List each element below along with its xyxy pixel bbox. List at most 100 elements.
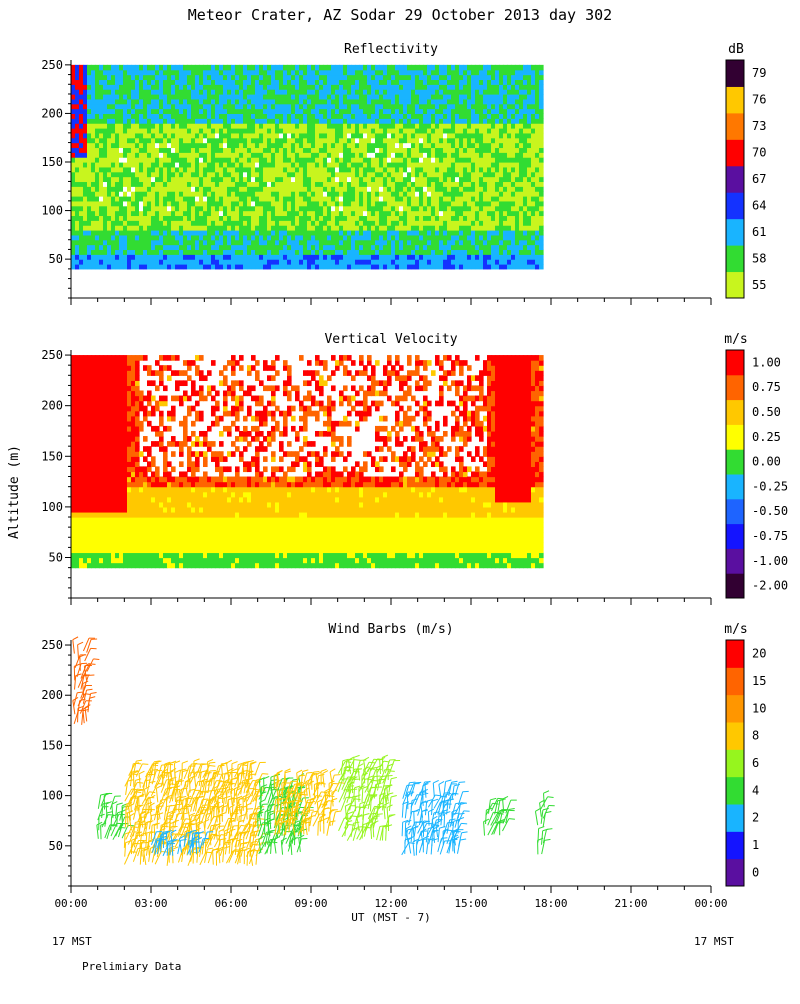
reflectivity-cell (407, 181, 412, 186)
y-tick-label: 50 (49, 252, 63, 266)
reflectivity-cell (507, 264, 512, 269)
reflectivity-cell (531, 104, 536, 109)
reflectivity-cell (263, 245, 268, 250)
reflectivity-cell (259, 249, 264, 254)
reflectivity-cell (247, 109, 252, 114)
reflectivity-cell (303, 147, 308, 152)
reflectivity-cell (131, 113, 136, 118)
reflectivity-cell (447, 235, 452, 240)
reflectivity-cell (163, 123, 168, 128)
reflectivity-cell (91, 123, 96, 128)
reflectivity-cell (127, 152, 132, 157)
reflectivity-cell (307, 79, 312, 84)
reflectivity-cell (83, 152, 88, 157)
reflectivity-cell (103, 118, 108, 123)
reflectivity-cell (83, 211, 88, 216)
reflectivity-cell (139, 99, 144, 104)
reflectivity-cell (207, 196, 212, 201)
reflectivity-cell (503, 206, 508, 211)
reflectivity-cell (523, 220, 528, 225)
reflectivity-cell (383, 113, 388, 118)
reflectivity-cell (443, 181, 448, 186)
reflectivity-cell (243, 133, 248, 138)
reflectivity-cell (159, 240, 164, 245)
reflectivity-cell (503, 235, 508, 240)
reflectivity-cell (127, 254, 132, 259)
reflectivity-cell (271, 138, 276, 143)
reflectivity-cell (383, 191, 388, 196)
reflectivity-cell (339, 123, 344, 128)
reflectivity-cell (307, 133, 312, 138)
reflectivity-cell (279, 70, 284, 75)
reflectivity-cell (331, 143, 336, 148)
reflectivity-cell (407, 113, 412, 118)
reflectivity-cell (355, 245, 360, 250)
reflectivity-cell (539, 113, 544, 118)
reflectivity-cell (251, 133, 256, 138)
reflectivity-cell (407, 94, 412, 99)
reflectivity-cell (275, 152, 280, 157)
reflectivity-cell (491, 201, 496, 206)
reflectivity-cell (403, 235, 408, 240)
reflectivity-cell (535, 84, 540, 89)
reflectivity-cell (175, 191, 180, 196)
reflectivity-cell (383, 215, 388, 220)
reflectivity-cell (503, 79, 508, 84)
reflectivity-cell (227, 89, 232, 94)
reflectivity-cell (103, 79, 108, 84)
reflectivity-cell (539, 79, 544, 84)
reflectivity-cell (395, 240, 400, 245)
reflectivity-cell (363, 123, 368, 128)
reflectivity-cell (99, 128, 104, 133)
reflectivity-cell (319, 123, 324, 128)
reflectivity-cell (303, 133, 308, 138)
reflectivity-cell (451, 249, 456, 254)
reflectivity-cell (123, 235, 128, 240)
reflectivity-cell (231, 259, 236, 264)
reflectivity-cell (323, 138, 328, 143)
reflectivity-cell (315, 138, 320, 143)
reflectivity-cell (335, 167, 340, 172)
reflectivity-cell (279, 206, 284, 211)
reflectivity-cell (447, 79, 452, 84)
reflectivity-cell (339, 172, 344, 177)
reflectivity-cell (475, 206, 480, 211)
reflectivity-cell (271, 245, 276, 250)
reflectivity-cell (167, 118, 172, 123)
reflectivity-cell (531, 201, 536, 206)
reflectivity-cell (259, 152, 264, 157)
reflectivity-cell (423, 109, 428, 114)
reflectivity-cell (495, 215, 500, 220)
reflectivity-cell (167, 191, 172, 196)
reflectivity-cell (251, 143, 256, 148)
reflectivity-cell (411, 225, 416, 230)
reflectivity-cell (263, 118, 268, 123)
reflectivity-cell (339, 235, 344, 240)
reflectivity-cell (287, 128, 292, 133)
reflectivity-cell (143, 79, 148, 84)
reflectivity-cell (511, 249, 516, 254)
reflectivity-cell (391, 220, 396, 225)
reflectivity-cell (355, 172, 360, 177)
reflectivity-cell (147, 89, 152, 94)
reflectivity-cell (147, 133, 152, 138)
reflectivity-cell (295, 123, 300, 128)
reflectivity-cell (387, 220, 392, 225)
reflectivity-cell (271, 99, 276, 104)
reflectivity-cell (491, 249, 496, 254)
reflectivity-cell (215, 84, 220, 89)
reflectivity-cell (539, 211, 544, 216)
reflectivity-cell (95, 186, 100, 191)
reflectivity-cell (475, 133, 480, 138)
reflectivity-cell (507, 147, 512, 152)
reflectivity-cell (407, 118, 412, 123)
reflectivity-cell (491, 240, 496, 245)
reflectivity-cell (519, 143, 524, 148)
reflectivity-cell (303, 264, 308, 269)
reflectivity-cell (359, 167, 364, 172)
reflectivity-cell (403, 104, 408, 109)
reflectivity-cell (371, 181, 376, 186)
reflectivity-cell (191, 75, 196, 80)
reflectivity-cell (275, 240, 280, 245)
reflectivity-cell (479, 211, 484, 216)
